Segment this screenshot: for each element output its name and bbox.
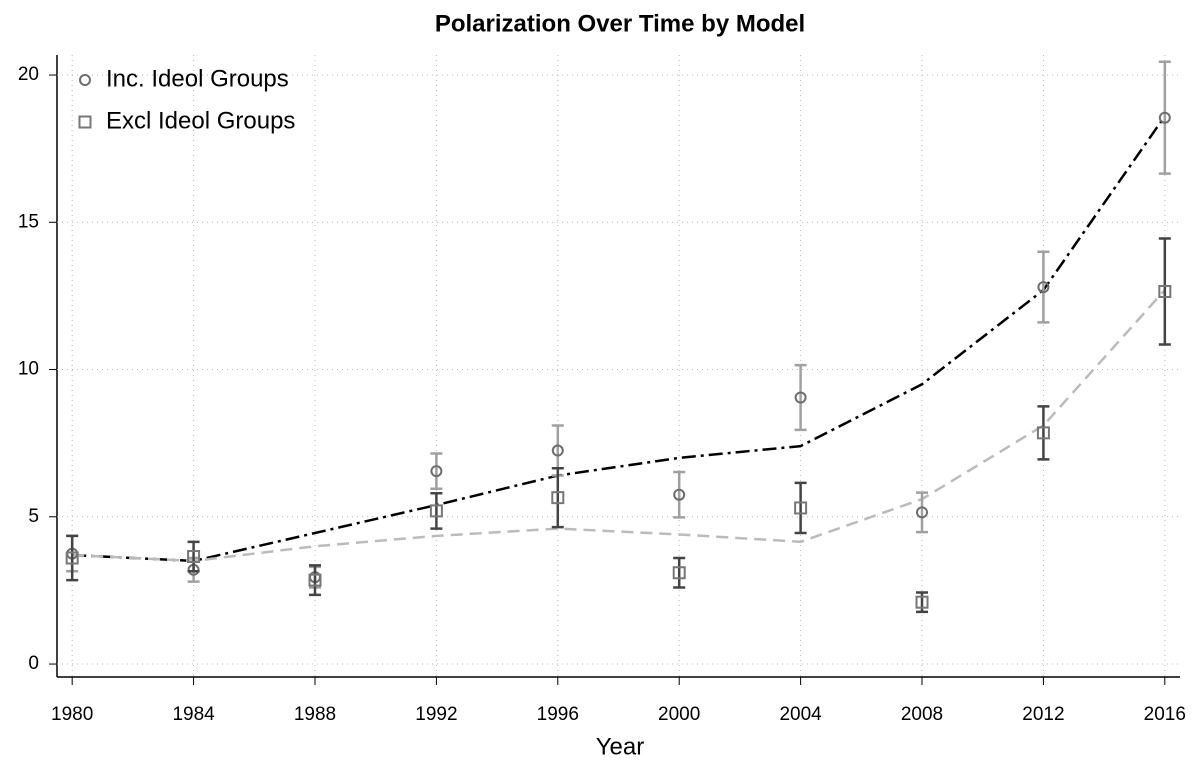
data-point (65, 551, 79, 565)
fit-line (72, 289, 1166, 563)
legend-marker (79, 74, 91, 86)
x-tick-label: 1988 (294, 704, 336, 725)
data-point (794, 391, 807, 404)
y-tick-label: 15 (18, 211, 39, 232)
error-bar (308, 564, 321, 597)
data-point (1158, 284, 1172, 298)
data-point (915, 595, 929, 609)
data-point (551, 491, 565, 505)
x-tick-label: 1984 (172, 704, 215, 725)
data-point (1037, 281, 1050, 294)
y-tick-label: 10 (18, 359, 39, 380)
chart-title: Polarization Over Time by Model (435, 10, 805, 37)
error-bar (1037, 250, 1050, 324)
legend-label: Excl Ideol Groups (106, 107, 295, 134)
x-tick-label: 2008 (901, 704, 943, 725)
y-tick-label: 20 (18, 64, 39, 85)
y-tick-label: 5 (28, 506, 39, 527)
error-bar (1158, 60, 1171, 175)
error-bar (66, 534, 79, 582)
legend-label: Inc. Ideol Groups (106, 65, 289, 92)
error-bar (673, 556, 686, 589)
legend-marker (78, 115, 92, 129)
data-point (916, 506, 929, 519)
x-tick-label: 1992 (415, 704, 457, 725)
data-point (794, 501, 808, 515)
x-axis-label: Year (596, 733, 645, 760)
y-tick-label: 0 (28, 653, 39, 674)
error-bar (187, 540, 200, 573)
error-bar (673, 470, 686, 519)
error-bar (916, 591, 929, 614)
data-point (429, 504, 443, 518)
error-bar (794, 481, 807, 535)
x-tick-label: 1996 (537, 704, 579, 725)
data-point (308, 573, 322, 587)
x-tick-label: 2012 (1022, 704, 1064, 725)
error-bar (551, 466, 564, 529)
data-point (1158, 111, 1171, 124)
data-point (430, 465, 443, 478)
error-bar (1037, 405, 1050, 461)
data-point (551, 444, 564, 457)
x-tick-label: 2004 (779, 704, 822, 725)
data-point (673, 488, 686, 501)
error-bar (794, 363, 807, 432)
fit-line (72, 115, 1166, 563)
error-bar (916, 491, 929, 534)
error-bar (430, 491, 443, 530)
error-bar (1158, 237, 1171, 346)
data-point (1036, 426, 1050, 440)
data-point (672, 566, 686, 580)
x-tick-label: 1980 (51, 704, 93, 725)
data-point (187, 550, 201, 564)
x-tick-label: 2016 (1144, 704, 1186, 725)
x-tick-label: 2000 (658, 704, 700, 725)
error-bar (430, 452, 443, 491)
